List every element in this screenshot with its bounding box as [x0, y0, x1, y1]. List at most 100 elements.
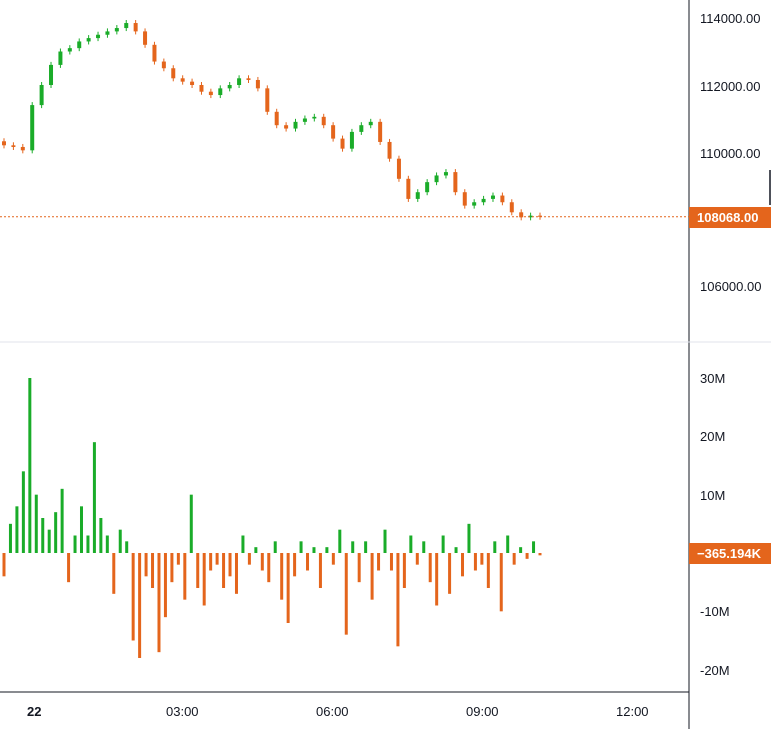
oscillator-bar: [28, 378, 32, 553]
oscillator-bar: [144, 553, 148, 577]
oscillator-bar: [228, 553, 232, 577]
time-tick-label: 06:00: [316, 704, 349, 719]
candle-body: [227, 85, 232, 89]
time-tick-label: 12:00: [616, 704, 649, 719]
oscillator-bar: [241, 535, 245, 553]
oscillator-bar: [286, 553, 290, 623]
candle-body: [39, 85, 44, 106]
last-price-badge: [689, 207, 771, 228]
last-value-badge: [689, 543, 771, 564]
oscillator-bar: [8, 523, 12, 553]
candle-body: [293, 121, 298, 129]
candle-body: [105, 31, 110, 35]
oscillator-bar: [480, 553, 484, 565]
oscillator-bar: [331, 553, 335, 565]
oscillator-bar: [435, 553, 439, 606]
candle-body: [114, 28, 119, 32]
oscillator-bar: [131, 553, 135, 641]
oscillator-bar: [506, 535, 510, 553]
oscillator-bar: [280, 553, 284, 600]
oscillator-bar: [402, 553, 406, 588]
oscillator-bar: [105, 535, 109, 553]
time-tick-label: 03:00: [166, 704, 199, 719]
oscillator-bar: [118, 529, 122, 553]
last-price-label: 108068.00: [697, 210, 758, 225]
candle-body: [312, 116, 317, 119]
oscillator-bar: [441, 535, 445, 553]
oscillator-bar: [2, 553, 6, 577]
oscillator-bar: [86, 535, 90, 553]
oscillator-tick-label: 20M: [700, 429, 725, 444]
oscillator-bar: [525, 553, 529, 559]
candle-body: [152, 44, 157, 62]
oscillator-bar: [415, 553, 419, 565]
oscillator-bar: [176, 553, 180, 565]
candle-body: [368, 121, 373, 126]
candle-body: [490, 195, 495, 199]
oscillator-tick-label: -10M: [700, 604, 730, 619]
candle-body: [180, 78, 185, 82]
price-tick-label: 114000.00: [700, 11, 761, 26]
oscillator-bar: [396, 553, 400, 647]
candle-body: [255, 79, 260, 89]
oscillator-bar: [254, 547, 258, 553]
candle-body: [86, 38, 91, 42]
candle-body: [349, 131, 354, 149]
time-tick-label: 22: [27, 704, 41, 719]
oscillator-bar: [67, 553, 71, 583]
oscillator-bar: [377, 553, 381, 571]
candle-body: [462, 192, 467, 206]
candle-body: [340, 138, 345, 149]
oscillator-bar: [325, 547, 329, 553]
candle-body: [321, 116, 326, 126]
candle-body: [265, 88, 270, 112]
candle-body: [218, 88, 223, 96]
oscillator-bar: [151, 553, 155, 588]
candle-body: [528, 215, 533, 218]
candle-body: [274, 111, 279, 126]
candle-body: [481, 198, 486, 203]
oscillator-bar: [461, 553, 465, 577]
oscillator-bar: [293, 553, 297, 577]
oscillator-bar: [409, 535, 413, 553]
candle-body: [284, 125, 289, 129]
oscillator-bar: [260, 553, 264, 571]
oscillator-bar: [370, 553, 374, 600]
oscillator-bar: [92, 442, 96, 553]
candle-body: [96, 34, 101, 39]
oscillator-bar: [454, 547, 458, 553]
oscillator-bar: [112, 553, 116, 594]
candle-body: [359, 125, 364, 132]
candle-body: [453, 172, 458, 193]
candle-body: [519, 212, 524, 218]
last-value-label: −365.194K: [697, 546, 762, 561]
oscillator-tick-label: 10M: [700, 488, 725, 503]
candle-body: [124, 23, 129, 29]
oscillator-bar: [512, 553, 516, 565]
oscillator-tick-label: -20M: [700, 663, 730, 678]
candle-body: [67, 48, 72, 52]
candle-body: [406, 178, 411, 199]
oscillator-bar: [54, 512, 58, 553]
candle-body: [199, 85, 204, 92]
oscillator-bar: [15, 506, 19, 553]
oscillator-bar: [499, 553, 503, 612]
oscillator-bar: [21, 471, 25, 553]
candle-body: [133, 23, 138, 32]
candle-body: [143, 31, 148, 45]
candle-body: [387, 141, 392, 159]
candle-body: [77, 41, 82, 49]
time-tick-label: 09:00: [466, 704, 499, 719]
oscillator-bar: [222, 553, 226, 588]
candle-body: [443, 172, 448, 176]
oscillator-bar: [34, 494, 38, 553]
oscillator-bar: [306, 553, 310, 571]
oscillator-bar: [196, 553, 200, 588]
oscillator-bar: [318, 553, 322, 588]
candle-body: [302, 118, 307, 122]
candle-body: [425, 182, 430, 193]
candle-body: [378, 121, 383, 142]
price-tick-label: 112000.00: [700, 79, 761, 94]
candles-group: [2, 20, 542, 221]
